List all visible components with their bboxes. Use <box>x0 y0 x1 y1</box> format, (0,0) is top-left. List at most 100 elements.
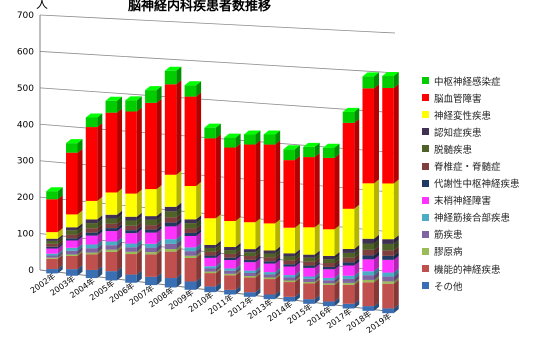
bar-segment <box>164 217 177 223</box>
bar-segment <box>105 218 118 224</box>
bar-segment-side <box>215 267 221 274</box>
bar-segment <box>105 249 118 252</box>
bar-segment <box>322 259 335 264</box>
bar-segment <box>283 253 295 257</box>
bar-segment-side <box>275 273 281 280</box>
bar-segment <box>145 219 157 226</box>
bar-segment <box>382 283 394 309</box>
bar-segment <box>184 96 197 186</box>
legend-swatch <box>422 94 429 102</box>
bar-segment <box>283 160 295 228</box>
bar-segment-side <box>97 244 103 253</box>
bar-segment <box>66 214 78 228</box>
bar-segment <box>243 262 256 271</box>
bar-segment-side <box>334 279 340 285</box>
bar-segment <box>263 261 276 264</box>
bar-segment-side <box>294 271 300 278</box>
bar-segment <box>85 200 98 220</box>
bar-segment <box>66 250 78 255</box>
bar-top <box>362 72 379 77</box>
bar-segment <box>105 228 118 232</box>
bar-segment <box>322 157 335 230</box>
bar-segment <box>184 185 197 220</box>
bar-segment-side <box>57 195 63 233</box>
bar-segment-side <box>314 279 320 300</box>
bar-segment-side <box>373 255 379 272</box>
bar-segment-side <box>215 134 221 219</box>
bar-stack <box>283 145 300 302</box>
bar-segment <box>243 134 256 145</box>
bar-segment-side <box>77 230 83 239</box>
bar-segment <box>85 269 98 279</box>
bar-segment <box>263 277 276 280</box>
bar-segment <box>164 211 177 218</box>
bar-segment <box>342 208 355 249</box>
bar-segment-side <box>117 210 123 219</box>
bar-segment <box>204 251 216 256</box>
bar-segment-side <box>393 72 399 88</box>
bar-segment <box>46 240 58 244</box>
bar-top <box>224 133 241 138</box>
bar-segment-side <box>176 218 182 227</box>
bar-segment <box>362 275 374 280</box>
bar-segment-side <box>354 261 360 276</box>
bar-segment <box>283 266 295 276</box>
bar-segment-side <box>314 272 320 279</box>
bar-stack <box>66 139 83 276</box>
bar-segment-side <box>136 96 142 112</box>
bar-segment <box>145 232 157 244</box>
bar-top <box>263 130 281 135</box>
bar-segment <box>125 216 137 221</box>
bar-segment <box>46 232 58 239</box>
bar-segment <box>46 269 58 274</box>
bar-segment-side <box>255 272 261 278</box>
bar-segment-side <box>176 66 182 85</box>
bar-segment-side <box>334 273 340 281</box>
bar-segment-side <box>275 257 281 264</box>
bar-segment-side <box>77 234 83 241</box>
bar-segment-side <box>334 251 340 260</box>
y-tick-label: 300 <box>17 157 34 167</box>
bar-segment-side <box>156 243 162 253</box>
bar-stack <box>145 86 162 286</box>
legend-label: 脳血管障害 <box>434 93 482 105</box>
bar-segment-side <box>97 250 103 270</box>
bar-segment <box>342 303 355 309</box>
bar-segment-side <box>117 227 123 242</box>
bar-segment <box>283 282 295 297</box>
bar-segment <box>105 271 118 281</box>
bar-segment-side <box>136 247 142 255</box>
legend-item: 膠原病 <box>422 243 540 260</box>
bar-segment-side <box>354 271 360 279</box>
bar-segment <box>382 76 394 88</box>
bar-segment-side <box>97 219 103 229</box>
bar-segment <box>303 276 315 279</box>
bar-segment-side <box>235 271 241 290</box>
bar-segment-side <box>235 243 241 251</box>
bar-segment-side <box>235 256 241 269</box>
bar-segment-side <box>97 248 103 255</box>
bar-segment-side <box>156 86 162 103</box>
bar-segment-side <box>393 83 399 184</box>
bar-segment <box>243 252 256 257</box>
bar-segment-side <box>77 250 83 256</box>
bar-segment-side <box>373 275 379 283</box>
bar-segment <box>243 259 256 263</box>
bar-segment-side <box>255 273 261 293</box>
bar-segment <box>125 220 137 226</box>
bar-segment-side <box>393 304 399 314</box>
bar-segment <box>342 284 355 304</box>
bar-stack <box>382 72 399 314</box>
legend-swatch <box>422 145 429 153</box>
bar-segment <box>164 249 177 252</box>
bar-segment <box>362 238 374 244</box>
bar-segment-side <box>334 276 340 284</box>
bar-segment-side <box>314 263 320 277</box>
bar-segment-side <box>373 239 379 250</box>
bar-segment <box>224 260 236 269</box>
bar-segment <box>382 250 394 256</box>
bar-segment-side <box>117 245 123 252</box>
bar-segment-side <box>97 224 103 233</box>
bar-segment <box>46 243 58 247</box>
bar-segment <box>303 283 315 300</box>
